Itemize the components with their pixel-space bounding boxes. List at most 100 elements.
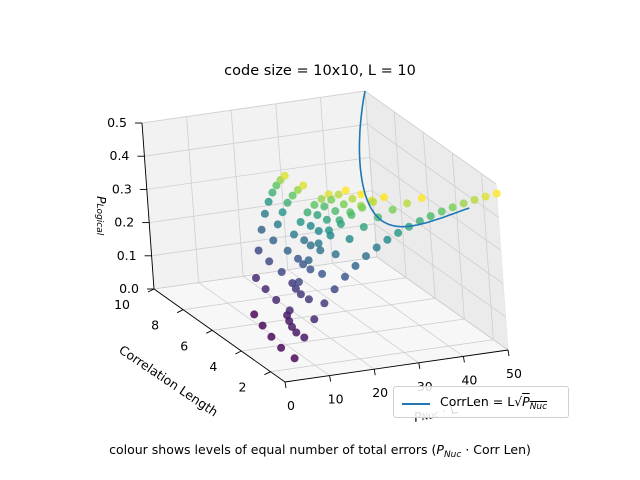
grid-line-x-back (275, 103, 289, 270)
data-point (290, 230, 298, 239)
x-tick-mark (329, 375, 332, 382)
y-tick-label: 6 (180, 338, 188, 353)
series-line-corrlen (358, 90, 470, 228)
data-point (426, 212, 435, 221)
data-point (448, 203, 457, 212)
data-point (303, 208, 312, 217)
z-tick-label: 0.1 (117, 248, 137, 263)
data-point (330, 285, 339, 294)
data-point (348, 194, 357, 203)
data-point (331, 207, 340, 216)
x-tick-label: 40 (461, 372, 477, 387)
data-point (403, 199, 412, 208)
data-point (341, 272, 349, 281)
y-tick-label: 2 (238, 380, 246, 395)
z-axis-line (141, 122, 155, 290)
legend-entry: CorrLen = L√PNuc (440, 394, 548, 412)
data-point (322, 215, 331, 224)
data-point (310, 200, 319, 209)
grid-line-z-back (153, 256, 378, 290)
data-point (380, 193, 388, 202)
grid-line-x-back (230, 110, 244, 277)
x-tick-label: 0 (287, 398, 295, 413)
data-point (320, 299, 329, 308)
grid-line-z-side (364, 90, 497, 185)
data-point (299, 181, 308, 190)
data-point (278, 208, 287, 217)
data-point (339, 200, 348, 209)
y-tick-label: 8 (151, 318, 159, 333)
data-point (369, 198, 378, 206)
grid-lines (141, 90, 509, 383)
data-point (292, 328, 301, 337)
grid-line-z-back (146, 157, 370, 190)
data-point (288, 279, 297, 288)
data-point (257, 225, 266, 234)
data-point (254, 246, 263, 255)
data-point (261, 285, 270, 294)
grid-line-x-back (186, 116, 199, 283)
data-point (314, 227, 323, 235)
x-tick-mark (462, 356, 465, 363)
data-point (345, 235, 354, 243)
z-tick-label: 0.2 (114, 215, 134, 230)
data-point (277, 343, 286, 352)
data-point (300, 333, 309, 342)
tick-marks (135, 122, 510, 389)
data-point (336, 220, 345, 228)
y-tick-mark (206, 329, 213, 334)
data-point (250, 310, 259, 319)
grid-line-y-side (451, 152, 465, 320)
z-tick-label: 0.0 (119, 281, 139, 296)
data-point (294, 278, 303, 286)
data-point (334, 190, 343, 199)
data-point (388, 205, 397, 214)
data-point (470, 195, 479, 204)
data-point (314, 239, 323, 248)
data-point (306, 265, 315, 274)
data-point (372, 243, 381, 252)
chart-title: code size = 10x10, L = 10 (224, 63, 416, 79)
grid-line-y-side (393, 111, 407, 278)
data-point (347, 211, 356, 219)
grid-line-z-back (141, 90, 366, 124)
data-point (331, 250, 340, 259)
grid-line-y-floor (270, 339, 494, 373)
x-tick-mark (418, 362, 421, 369)
grid-line-z-side (376, 256, 509, 351)
data-point (359, 223, 368, 231)
data-point (316, 246, 325, 255)
data-point (260, 209, 269, 218)
y-tick-label: 10 (114, 297, 130, 312)
data-point (313, 211, 322, 219)
x-tick-label: 50 (506, 366, 522, 381)
data-point (492, 189, 501, 198)
data-point (351, 261, 360, 270)
data-point (296, 290, 305, 299)
data-point (341, 186, 350, 195)
grid-line-x-floor (287, 269, 420, 364)
z-tick-label: 0.4 (110, 148, 130, 163)
data-point (265, 257, 274, 266)
data-point (304, 256, 313, 265)
data-point (273, 220, 282, 229)
data-point (326, 231, 335, 240)
data-point (320, 202, 329, 211)
grid-line-z-side (369, 157, 502, 251)
y-tick-mark (176, 309, 184, 314)
y-tick-mark (264, 371, 271, 376)
data-point (283, 198, 292, 207)
data-point (481, 192, 490, 201)
grid-line-y-side (481, 173, 494, 340)
data-point (383, 235, 392, 244)
data-point (269, 236, 278, 245)
x-tick-label: 20 (372, 385, 388, 400)
y-axis-label: Correlation Length (116, 342, 221, 419)
data-point (394, 228, 403, 237)
grid-line-x-floor (332, 263, 464, 357)
data-point (268, 188, 277, 197)
data-point (264, 197, 273, 206)
data-point (357, 190, 366, 199)
data-point (252, 274, 260, 282)
y-axis-line (153, 288, 286, 383)
